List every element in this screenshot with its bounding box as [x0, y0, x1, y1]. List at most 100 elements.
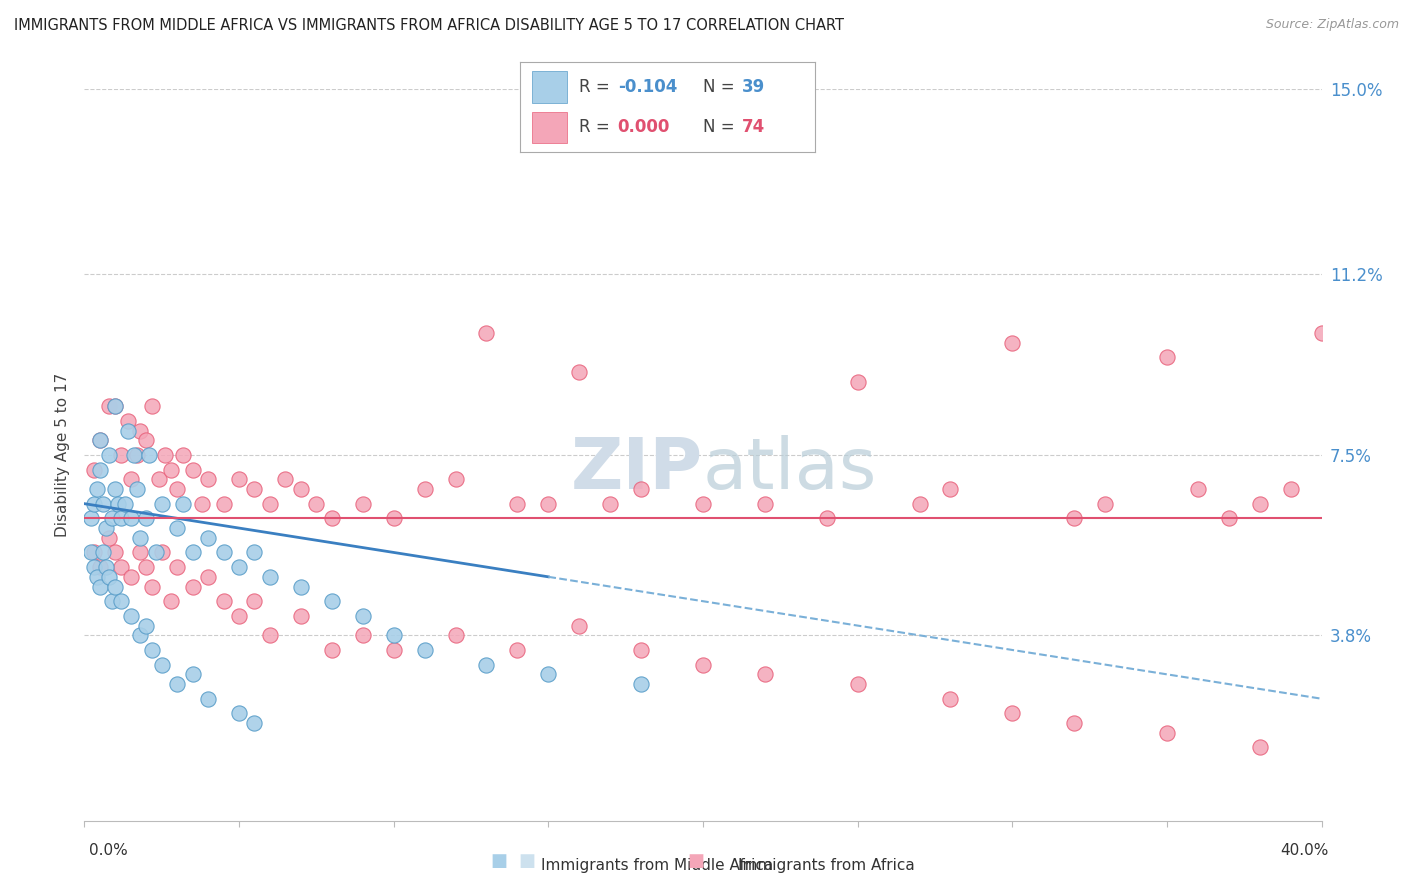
Point	[89, 434, 111, 448]
Point	[98, 448, 121, 462]
Point	[120, 570, 142, 584]
Point	[101, 511, 124, 525]
Point	[120, 608, 142, 623]
Point	[125, 482, 148, 496]
Point	[166, 482, 188, 496]
Text: ■: ■	[519, 852, 536, 870]
Point	[104, 399, 127, 413]
Text: ZIP: ZIP	[571, 435, 703, 504]
Point	[86, 570, 108, 584]
Point	[125, 448, 148, 462]
Point	[117, 414, 139, 428]
Text: Immigrants from Africa: Immigrants from Africa	[738, 858, 915, 872]
Point	[939, 691, 962, 706]
Point	[228, 472, 250, 486]
Point	[117, 424, 139, 438]
Point	[506, 497, 529, 511]
Point	[259, 497, 281, 511]
Point	[129, 424, 152, 438]
Point	[110, 511, 132, 525]
Point	[475, 326, 498, 340]
Point	[382, 643, 405, 657]
Point	[191, 497, 214, 511]
Text: N =: N =	[703, 78, 740, 96]
Point	[754, 667, 776, 681]
Point	[104, 399, 127, 413]
Point	[141, 643, 163, 657]
Point	[129, 531, 152, 545]
Point	[135, 560, 157, 574]
Point	[79, 545, 101, 559]
Point	[110, 448, 132, 462]
Point	[290, 580, 312, 594]
Point	[506, 643, 529, 657]
Point	[1156, 351, 1178, 365]
Point	[630, 482, 652, 496]
Point	[138, 448, 160, 462]
Point	[305, 497, 328, 511]
Point	[120, 511, 142, 525]
Point	[228, 560, 250, 574]
Point	[243, 482, 266, 496]
Point	[94, 560, 117, 574]
Point	[444, 628, 467, 642]
Point	[145, 545, 167, 559]
Text: R =: R =	[579, 78, 616, 96]
Point	[197, 691, 219, 706]
Point	[89, 580, 111, 594]
Point	[141, 580, 163, 594]
Point	[197, 570, 219, 584]
Point	[599, 497, 621, 511]
Point	[1001, 335, 1024, 350]
Point	[568, 618, 591, 632]
Point	[166, 521, 188, 535]
Point	[110, 594, 132, 608]
Point	[150, 497, 173, 511]
Point	[321, 594, 343, 608]
Point	[259, 628, 281, 642]
Point	[98, 570, 121, 584]
Point	[352, 497, 374, 511]
Point	[846, 375, 869, 389]
Point	[135, 434, 157, 448]
Point	[1187, 482, 1209, 496]
Point	[89, 434, 111, 448]
Point	[166, 677, 188, 691]
Point	[114, 497, 136, 511]
Point	[181, 667, 204, 681]
Point	[1063, 511, 1085, 525]
Point	[120, 472, 142, 486]
Text: ■: ■	[491, 852, 508, 870]
Point	[86, 482, 108, 496]
Point	[228, 608, 250, 623]
Y-axis label: Disability Age 5 to 17: Disability Age 5 to 17	[55, 373, 70, 537]
Point	[630, 677, 652, 691]
Point	[110, 560, 132, 574]
Point	[1279, 482, 1302, 496]
Point	[181, 580, 204, 594]
Point	[212, 497, 235, 511]
Point	[630, 643, 652, 657]
Point	[83, 545, 105, 559]
Point	[939, 482, 962, 496]
Point	[568, 365, 591, 379]
Text: Immigrants from Middle Africa: Immigrants from Middle Africa	[541, 858, 773, 872]
Point	[537, 497, 560, 511]
Point	[181, 545, 204, 559]
Point	[94, 521, 117, 535]
Point	[83, 560, 105, 574]
Point	[815, 511, 838, 525]
Point	[172, 448, 194, 462]
Point	[89, 560, 111, 574]
Point	[153, 448, 176, 462]
Text: R =: R =	[579, 118, 616, 136]
Point	[89, 462, 111, 476]
Point	[98, 399, 121, 413]
Point	[692, 657, 714, 672]
Text: 74: 74	[742, 118, 765, 136]
Point	[150, 657, 173, 672]
Point	[1249, 497, 1271, 511]
Point	[150, 545, 173, 559]
Point	[107, 497, 129, 511]
Point	[382, 628, 405, 642]
